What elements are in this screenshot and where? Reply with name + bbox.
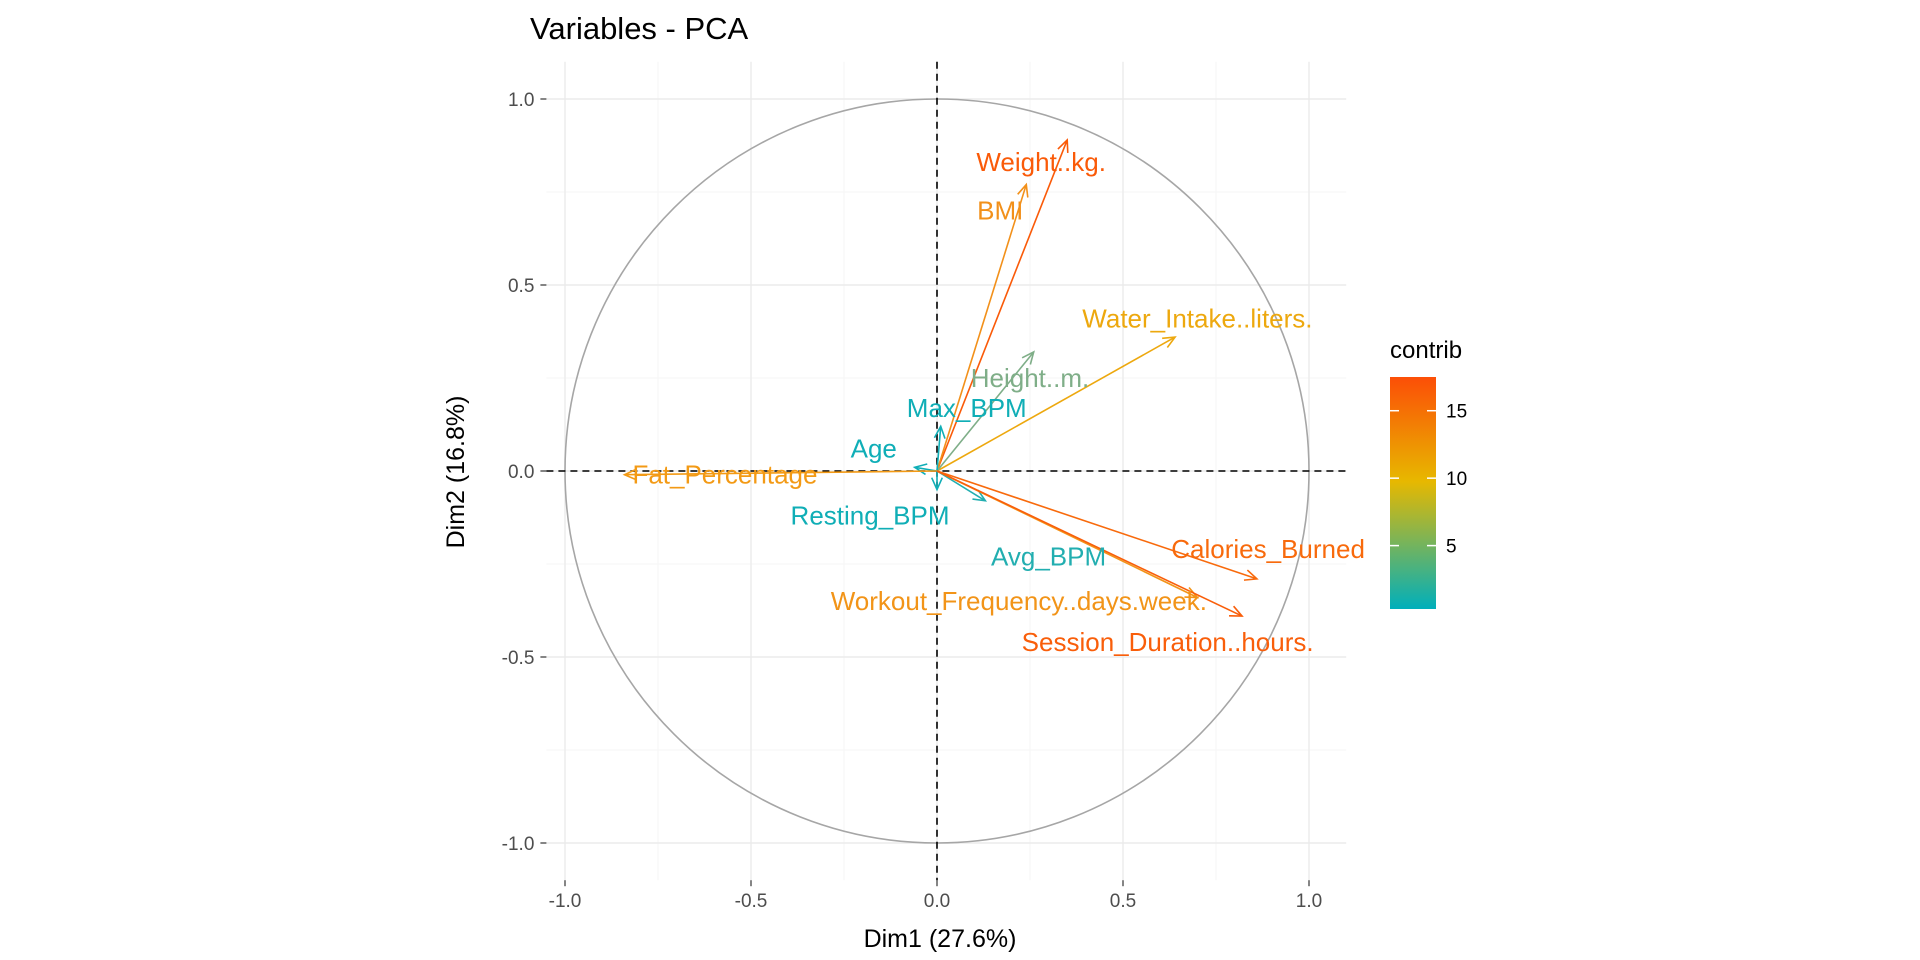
arrow-head: [933, 424, 946, 439]
legend-ticks: 15 10 5: [1390, 402, 1467, 558]
arrow-shaft: [936, 184, 1028, 472]
arrow-head: [1162, 336, 1177, 348]
x-tick-label: 0.0: [924, 891, 950, 912]
arrow-shaft: [936, 139, 1068, 472]
legend-colorbar: [1390, 377, 1436, 609]
arrow-head: [1017, 182, 1029, 198]
variable-label: Workout_Frequency..days.week.: [831, 586, 1207, 616]
variable-label: Weight..kg.: [976, 147, 1106, 177]
variable-arrow: [936, 350, 1035, 472]
arrow-shaft: [936, 351, 1035, 472]
x-axis-ticks: -1.0 -0.5 0.0 0.5 1.0: [549, 880, 1322, 912]
variable-arrow: [936, 470, 988, 502]
variable-arrow: [936, 470, 1259, 581]
legend-tick-label: 5: [1446, 537, 1457, 558]
x-tick-label: 1.0: [1296, 891, 1322, 912]
arrow-head: [1057, 138, 1069, 153]
arrow-shaft: [624, 470, 938, 476]
arrow-head: [1229, 605, 1244, 617]
variable-arrow: [912, 463, 938, 476]
y-axis-title: Dim2 (16.8%): [442, 396, 470, 549]
y-tick-label: 1.0: [508, 90, 534, 111]
variable-label: Fat_Percentage: [632, 460, 817, 490]
arrow-head: [622, 468, 637, 481]
arrow-head: [1243, 569, 1259, 581]
variable-label: Age: [851, 434, 897, 464]
arrow-head: [1184, 587, 1200, 599]
arrow-head: [972, 489, 988, 502]
x-tick-label: -0.5: [735, 891, 768, 912]
x-axis-title: Dim1 (27.6%): [864, 925, 1017, 953]
y-axis-ticks: 1.0 0.5 0.0 -0.5 -1.0: [502, 90, 547, 855]
arrow-head: [930, 477, 944, 492]
arrow-head: [912, 463, 928, 476]
variable-label: Session_Duration..hours.: [1022, 627, 1314, 657]
variable-label: Height..m.: [971, 363, 1090, 393]
arrow-shaft: [936, 426, 942, 472]
arrow-shaft: [936, 470, 1258, 580]
variable-label: Resting_BPM: [791, 501, 950, 531]
variable-labels: Weight..kg. BMI Water_Intake..liters. Heigh…: [632, 147, 1364, 657]
variable-arrow: [936, 182, 1029, 472]
arrow-head: [1021, 350, 1035, 365]
contrib-legend: contrib 15 10 5: [1390, 337, 1467, 609]
y-tick-label: -0.5: [502, 648, 535, 669]
variable-arrow: [930, 471, 944, 492]
legend-tick-label: 15: [1446, 402, 1467, 423]
variable-label: Max_BPM: [907, 393, 1027, 423]
y-tick-label: -1.0: [502, 834, 535, 855]
variable-label: BMI: [977, 196, 1023, 226]
chart-title: Variables - PCA: [530, 11, 749, 46]
y-tick-label: 0.0: [508, 462, 534, 483]
variable-arrow: [936, 138, 1069, 472]
variable-label: Avg_BPM: [991, 542, 1106, 572]
x-tick-label: -1.0: [549, 891, 582, 912]
y-tick-label: 0.5: [508, 276, 534, 297]
legend-tick-label: 10: [1446, 469, 1467, 490]
variable-arrow: [933, 424, 946, 472]
x-tick-label: 0.5: [1110, 891, 1136, 912]
arrow-shaft: [936, 470, 1243, 617]
arrow-shaft: [936, 470, 986, 502]
arrow-shaft: [936, 336, 1176, 472]
variable-arrow: [622, 468, 938, 481]
variable-label: Calories_Burned: [1171, 534, 1365, 564]
legend-title: contrib: [1390, 337, 1462, 364]
variable-label: Water_Intake..liters.: [1082, 303, 1312, 333]
variable-arrow: [936, 336, 1177, 472]
variable-arrow: [936, 470, 1244, 617]
variable-arrows: [622, 138, 1259, 617]
